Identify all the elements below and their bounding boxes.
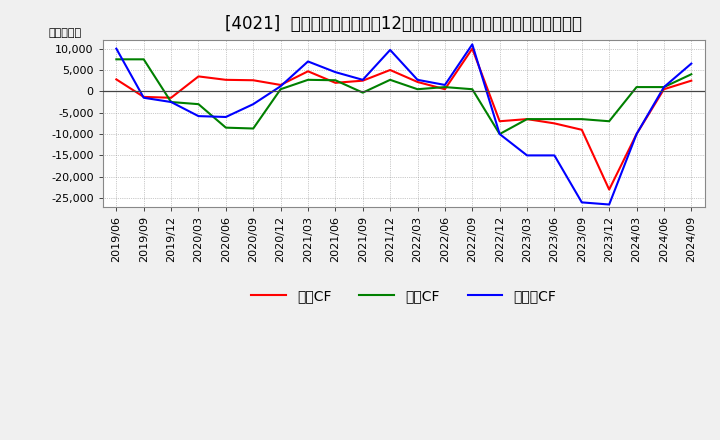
営業CF xyxy=(359,78,367,83)
投資CF xyxy=(468,87,477,92)
投資CF xyxy=(523,117,531,122)
Legend: 営業CF, 投資CF, フリーCF: 営業CF, 投資CF, フリーCF xyxy=(246,283,562,308)
営業CF xyxy=(660,87,668,92)
投資CF xyxy=(112,57,121,62)
フリーCF xyxy=(605,202,613,207)
営業CF xyxy=(386,67,395,73)
営業CF xyxy=(441,87,449,92)
営業CF xyxy=(167,95,176,100)
フリーCF xyxy=(495,132,504,137)
フリーCF xyxy=(468,42,477,47)
投資CF xyxy=(687,72,696,77)
営業CF xyxy=(523,117,531,122)
フリーCF xyxy=(276,84,285,89)
投資CF xyxy=(140,57,148,62)
フリーCF xyxy=(386,47,395,52)
フリーCF xyxy=(222,114,230,120)
フリーCF xyxy=(249,102,258,107)
投資CF xyxy=(605,119,613,124)
営業CF xyxy=(605,187,613,192)
Line: フリーCF: フリーCF xyxy=(117,44,691,205)
Text: （百万円）: （百万円） xyxy=(48,29,81,38)
フリーCF xyxy=(167,99,176,105)
フリーCF xyxy=(441,82,449,88)
フリーCF xyxy=(660,84,668,90)
フリーCF xyxy=(577,200,586,205)
投資CF xyxy=(304,77,312,82)
フリーCF xyxy=(687,61,696,66)
フリーCF xyxy=(523,153,531,158)
営業CF xyxy=(468,46,477,51)
フリーCF xyxy=(112,46,121,51)
投資CF xyxy=(167,99,176,105)
営業CF xyxy=(687,78,696,83)
営業CF xyxy=(632,132,641,137)
営業CF xyxy=(331,80,340,85)
投資CF xyxy=(413,87,422,92)
営業CF xyxy=(495,119,504,124)
Line: 営業CF: 営業CF xyxy=(117,49,691,190)
フリーCF xyxy=(413,77,422,82)
投資CF xyxy=(577,117,586,122)
営業CF xyxy=(140,94,148,99)
フリーCF xyxy=(331,70,340,75)
フリーCF xyxy=(359,77,367,82)
投資CF xyxy=(632,84,641,90)
投資CF xyxy=(550,117,559,122)
営業CF xyxy=(276,82,285,88)
フリーCF xyxy=(304,59,312,64)
営業CF xyxy=(304,69,312,74)
営業CF xyxy=(194,74,203,79)
営業CF xyxy=(249,77,258,83)
営業CF xyxy=(413,79,422,84)
投資CF xyxy=(331,77,340,83)
投資CF xyxy=(495,132,504,137)
投資CF xyxy=(194,102,203,107)
フリーCF xyxy=(140,95,148,100)
フリーCF xyxy=(550,153,559,158)
フリーCF xyxy=(194,114,203,119)
投資CF xyxy=(359,90,367,95)
営業CF xyxy=(222,77,230,82)
投資CF xyxy=(386,77,395,82)
投資CF xyxy=(222,125,230,130)
Title: [4021]  キャッシュフローの12か月移動合計の対前年同期増減額の推移: [4021] キャッシュフローの12か月移動合計の対前年同期増減額の推移 xyxy=(225,15,582,33)
投資CF xyxy=(660,84,668,90)
Line: 投資CF: 投資CF xyxy=(117,59,691,134)
営業CF xyxy=(112,77,121,82)
投資CF xyxy=(249,126,258,131)
投資CF xyxy=(276,87,285,92)
投資CF xyxy=(441,84,449,90)
フリーCF xyxy=(632,132,641,137)
営業CF xyxy=(550,121,559,126)
営業CF xyxy=(577,127,586,132)
